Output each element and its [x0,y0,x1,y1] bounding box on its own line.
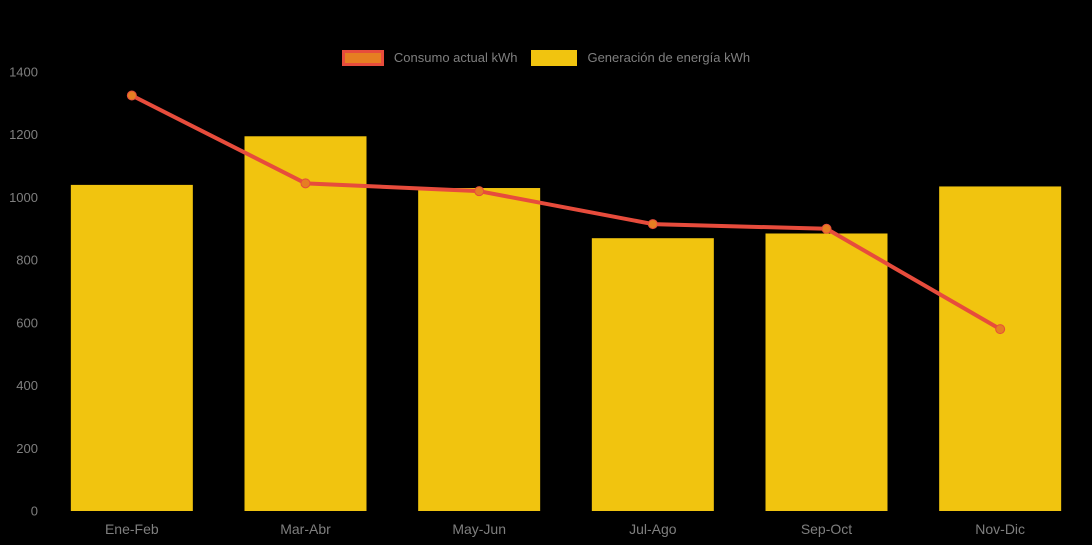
legend-item-generacion-energia[interactable]: Generación de energía kWh [531,50,750,66]
y-axis-tick-label: 400 [16,378,38,393]
line-point-Mar-Abr[interactable] [300,178,311,189]
x-axis-label-May-Jun: May-Jun [452,521,506,537]
line-point-Ene-Feb[interactable] [126,90,137,101]
y-axis-tick-label: 1200 [9,127,38,142]
legend-bar-swatch-icon [531,50,578,66]
x-axis-label-Jul-Ago: Jul-Ago [629,521,677,537]
x-axis-label-Sep-Oct: Sep-Oct [801,521,852,537]
line-point-Jul-Ago[interactable] [647,219,658,230]
bar-generacion-Sep-Oct[interactable] [765,233,888,511]
y-axis-tick-label: 800 [16,253,38,268]
y-axis-tick-label: 600 [16,315,38,330]
bar-generacion-Jul-Ago[interactable] [591,238,714,511]
legend-label-generacion-energia: Generación de energía kWh [587,50,751,65]
x-axis-label-Ene-Feb: Ene-Feb [105,521,159,537]
bar-generacion-Nov-Dic[interactable] [939,186,1062,512]
legend-label-consumo-actual: Consumo actual kWh [393,50,518,65]
y-axis-tick-label: 1000 [9,190,38,205]
chart-legend: Consumo actual kWh Generación de energía… [0,50,1092,66]
line-point-May-Jun[interactable] [474,186,485,197]
line-point-Sep-Oct[interactable] [821,223,832,234]
y-axis-tick-label: 1400 [9,65,38,80]
legend-item-consumo-actual[interactable]: Consumo actual kWh [341,50,518,66]
x-axis-label-Nov-Dic: Nov-Dic [975,521,1025,537]
bar-generacion-Ene-Feb[interactable] [70,184,193,511]
bar-generacion-Mar-Abr[interactable] [244,136,367,511]
line-point-Nov-Dic[interactable] [995,324,1006,335]
y-axis-tick-label: 0 [31,504,38,519]
x-axis-label-Mar-Abr: Mar-Abr [280,521,331,537]
y-axis-tick-label: 200 [16,441,38,456]
bar-generacion-May-Jun[interactable] [418,188,541,511]
legend-line-swatch-icon [341,50,384,66]
line-consumo-actual[interactable] [129,93,1003,332]
